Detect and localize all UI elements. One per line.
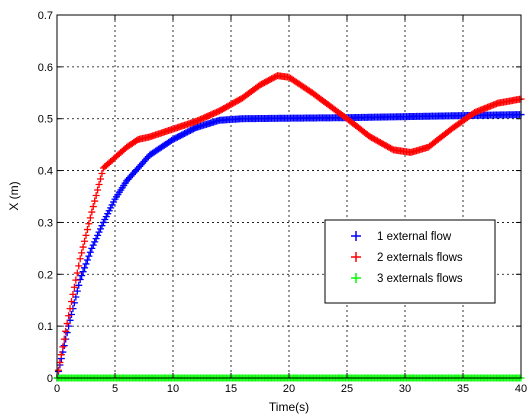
y-tick-label: 0.7	[38, 10, 53, 22]
data-point	[75, 281, 83, 289]
data-point	[60, 335, 68, 343]
y-tick-label: 0.3	[38, 217, 53, 229]
x-tick-label: 40	[515, 383, 527, 395]
data-point	[68, 298, 75, 306]
data-point	[76, 255, 84, 263]
legend-label: 2 externals flows	[377, 252, 463, 264]
x-tick-label: 25	[341, 383, 353, 395]
data-point	[78, 249, 86, 257]
data-point	[98, 222, 106, 230]
y-tick-label: 0.4	[38, 166, 53, 178]
data-point	[85, 220, 93, 228]
data-point	[69, 290, 77, 298]
data-point	[81, 264, 89, 272]
x-tick-label: 20	[283, 383, 295, 395]
legend-marker	[351, 273, 361, 283]
x-tick-label: 35	[457, 383, 469, 395]
legend-box	[324, 219, 496, 304]
data-point	[97, 175, 104, 183]
legend-label: 3 externals flows	[377, 273, 463, 285]
tick-labels: 0 5 10 15 20 25 30 35 40 0 0.1 0.2 0.3 0.4 0.5 0.6 0.7	[38, 10, 527, 395]
y-axis-title: X (m)	[7, 181, 21, 210]
data-point	[95, 181, 103, 189]
data-point	[92, 192, 100, 200]
y-tick-label: 0.1	[38, 321, 53, 333]
data-point	[73, 287, 81, 295]
data-point	[91, 197, 99, 205]
data-point	[79, 243, 87, 251]
ticks	[56, 14, 522, 379]
data-point	[88, 208, 96, 216]
data-point	[94, 231, 102, 239]
data-point	[89, 241, 97, 249]
data-point	[59, 343, 67, 351]
x-tick-label: 30	[399, 383, 411, 395]
data-point	[83, 256, 91, 264]
data-point	[56, 358, 64, 366]
x-tick-label: 5	[112, 383, 118, 395]
legend-items: 1 external flow 2 externals flows 3 extern…	[351, 231, 463, 285]
data-point	[91, 238, 99, 246]
data-point	[57, 351, 65, 359]
legend-marker	[351, 231, 361, 241]
data-point	[62, 327, 70, 335]
x-axis-title: Time(s)	[269, 400, 309, 414]
data-point	[72, 276, 80, 284]
y-tick-label: 0.2	[38, 269, 53, 281]
x-tick-label: 15	[225, 383, 237, 395]
x-tick-label: 10	[167, 383, 179, 395]
data-point	[92, 235, 100, 243]
data-point	[97, 225, 104, 233]
y-tick-label: 0.5	[38, 114, 53, 126]
data-point	[83, 226, 91, 234]
data-point	[65, 312, 73, 320]
data-point	[60, 342, 68, 350]
y-tick-label: 0	[47, 373, 53, 385]
x-tick-label: 0	[54, 383, 60, 395]
data-point	[98, 169, 106, 177]
legend-marker	[351, 252, 361, 262]
data-point	[89, 203, 97, 211]
data-point	[95, 228, 103, 236]
data-point	[88, 244, 96, 252]
data-point	[82, 260, 90, 268]
data-point	[54, 366, 62, 374]
data-point	[78, 272, 86, 280]
data-point	[94, 186, 102, 194]
data-point	[86, 214, 94, 222]
data-point	[85, 252, 93, 260]
data-point	[82, 231, 90, 239]
data-point	[70, 283, 78, 291]
data-point	[73, 269, 81, 277]
data-point	[63, 320, 71, 328]
y-tick-label: 0.6	[38, 62, 53, 74]
data-point	[81, 237, 89, 245]
legend: 1 external flow 2 externals flows 3 extern…	[324, 219, 496, 304]
data-point	[63, 329, 71, 337]
data-point	[86, 248, 94, 256]
data-point	[75, 262, 83, 270]
legend-label: 1 external flow	[377, 231, 452, 243]
data-point	[79, 268, 87, 276]
series-2	[53, 72, 525, 382]
data-point	[66, 305, 74, 313]
